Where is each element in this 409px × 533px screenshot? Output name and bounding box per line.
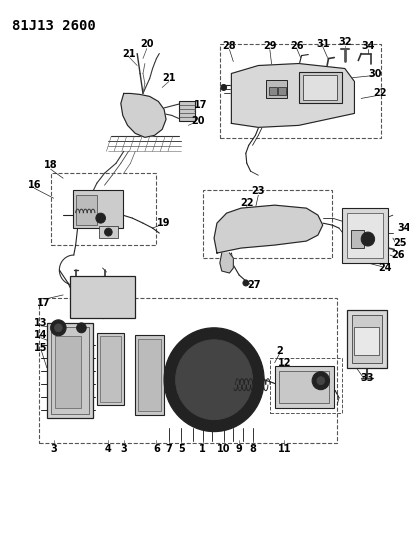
Bar [265,80,286,99]
Circle shape [104,228,112,236]
Circle shape [360,232,374,246]
Bar [99,226,118,238]
Text: 18: 18 [44,160,57,170]
Text: 81J13 2600: 81J13 2600 [12,19,96,33]
Bar [274,366,333,408]
Text: 9: 9 [235,443,242,454]
Bar [138,339,161,410]
Text: 29: 29 [263,41,276,51]
Bar [268,87,276,95]
Text: 30: 30 [368,69,382,78]
Text: 26: 26 [390,250,403,260]
Bar [99,336,121,402]
Bar [73,190,122,228]
Bar [54,336,81,408]
Bar [76,195,97,225]
Polygon shape [213,205,322,253]
Text: 8: 8 [249,443,255,454]
Text: 22: 22 [239,198,253,208]
Circle shape [164,328,263,432]
Bar [51,327,89,414]
Bar [135,335,164,415]
Bar [346,310,386,368]
Bar [298,71,341,103]
Text: 4: 4 [105,443,112,454]
Bar [353,327,378,355]
Text: 16: 16 [27,180,41,190]
Text: 27: 27 [246,280,260,290]
Text: 20: 20 [140,38,153,49]
Text: 21: 21 [162,74,175,84]
Text: 25: 25 [392,238,405,248]
Bar [341,208,387,263]
Text: 24: 24 [378,263,391,273]
Text: 3: 3 [50,443,57,454]
Text: 7: 7 [165,443,172,454]
Text: 19: 19 [157,218,171,228]
Text: 14: 14 [34,330,48,340]
Bar [202,190,332,258]
Circle shape [311,372,329,390]
Polygon shape [219,253,233,273]
Polygon shape [231,63,353,127]
Text: 32: 32 [337,37,351,46]
Bar [303,75,336,100]
Text: 2: 2 [275,346,282,356]
Text: 34: 34 [360,41,374,51]
Bar [39,298,336,442]
Polygon shape [121,93,166,138]
Circle shape [364,236,370,242]
Text: 5: 5 [178,443,184,454]
Bar [179,101,194,122]
Text: 20: 20 [191,116,204,126]
Text: 3: 3 [120,443,127,454]
Text: 21: 21 [121,49,135,59]
Circle shape [51,320,66,336]
Text: 6: 6 [153,443,160,454]
Text: 1: 1 [199,443,205,454]
Circle shape [220,84,226,91]
Text: 33: 33 [359,373,373,383]
Text: 11: 11 [277,443,290,454]
Text: 17: 17 [193,100,207,110]
Bar [70,276,135,318]
Circle shape [96,213,105,223]
Circle shape [175,340,252,419]
Bar [346,213,382,258]
Text: 23: 23 [251,186,264,196]
Text: 34: 34 [397,223,409,233]
Bar [219,44,380,139]
Circle shape [243,280,248,286]
Text: 28: 28 [222,41,236,51]
Text: 15: 15 [34,343,48,353]
Bar [47,323,93,417]
Text: 22: 22 [373,88,386,99]
Bar [351,315,381,363]
Text: 12: 12 [277,358,290,368]
Text: 10: 10 [216,443,230,454]
Text: 26: 26 [289,41,303,51]
Circle shape [316,377,324,385]
Bar [51,173,156,245]
Circle shape [76,323,86,333]
Circle shape [54,324,62,332]
Text: 17: 17 [37,298,51,308]
Circle shape [193,358,235,402]
Text: 31: 31 [315,38,329,49]
Bar [350,230,363,248]
Bar [97,333,124,405]
Bar [279,371,329,402]
Bar [278,87,285,95]
Bar [269,358,341,413]
Text: 13: 13 [34,318,48,328]
